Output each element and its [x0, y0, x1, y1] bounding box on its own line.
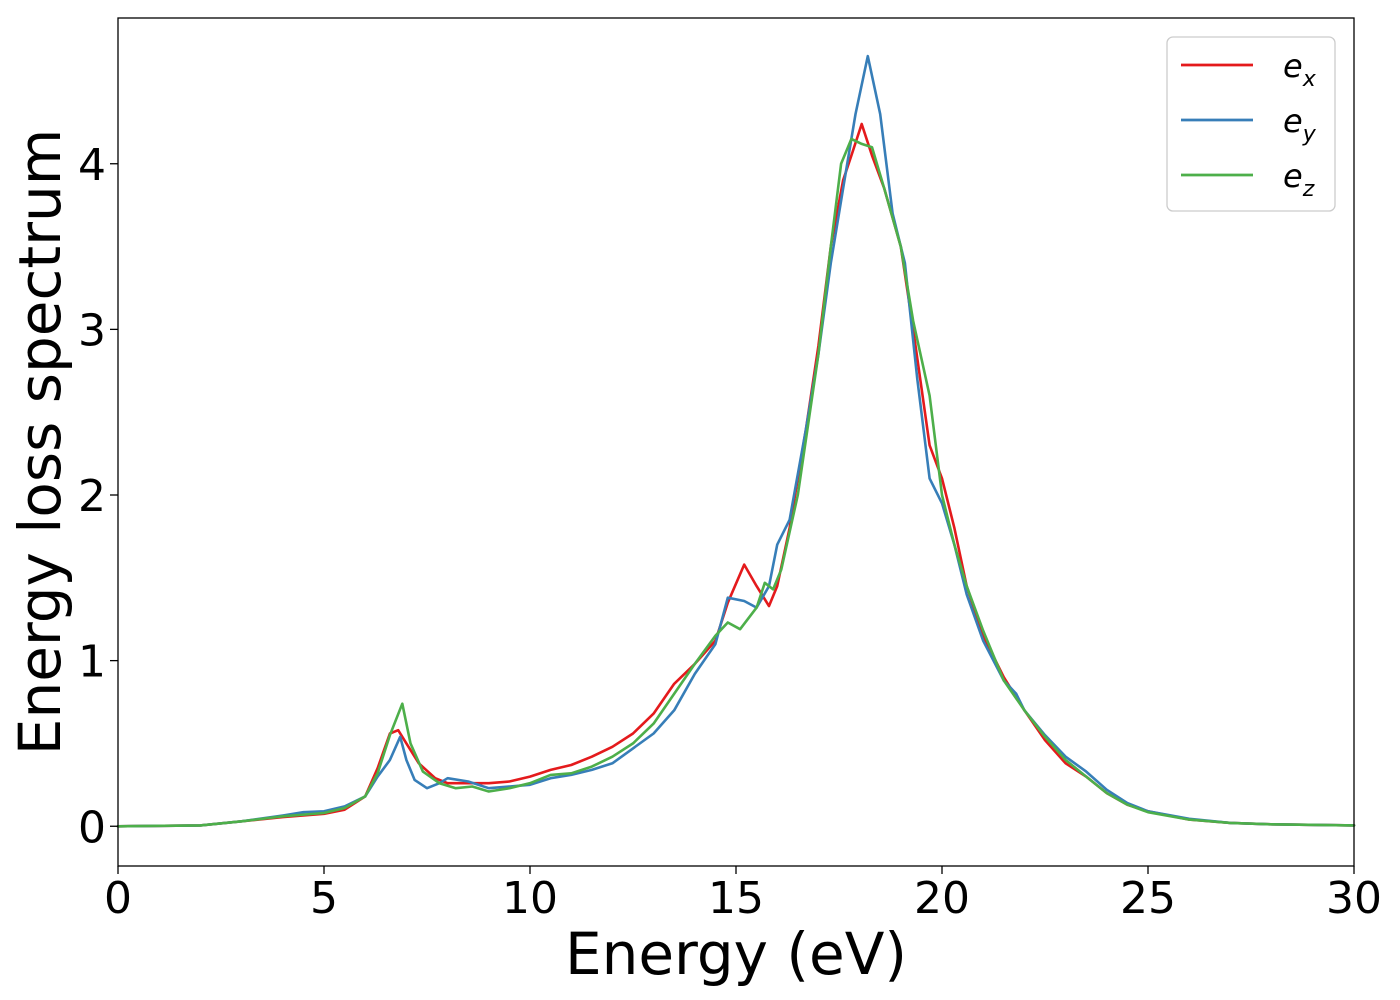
y-tick-label: 0 — [78, 802, 106, 853]
y-axis-label: Energy loss spectrum — [6, 129, 74, 755]
x-tick-label: 25 — [1120, 873, 1176, 924]
x-axis-label: Energy (eV) — [565, 920, 907, 988]
legend-label-y: ey — [1283, 102, 1317, 147]
x-tick-label: 30 — [1326, 873, 1382, 924]
legend-label-z: ez — [1283, 157, 1315, 202]
x-tick-label: 5 — [310, 873, 338, 924]
legend: ex ey ez — [1166, 36, 1336, 212]
x-tick-label: 10 — [502, 873, 558, 924]
legend-box — [1166, 36, 1336, 212]
x-tick-label: 15 — [708, 873, 764, 924]
y-tick-label: 2 — [78, 471, 106, 522]
y-tick-label: 3 — [78, 305, 106, 356]
series-group — [116, 54, 1356, 828]
legend-label-x: ex — [1283, 47, 1317, 92]
y-tick-label: 1 — [78, 637, 106, 688]
x-tick-label: 0 — [104, 873, 132, 924]
x-axis: 0 5 10 15 20 25 30 — [104, 866, 1382, 924]
y-axis: 0 1 2 3 4 — [78, 140, 118, 853]
y-tick-label: 4 — [78, 140, 106, 191]
series-line-x — [116, 122, 1356, 828]
x-tick-label: 20 — [914, 873, 970, 924]
series-line-z — [116, 137, 1356, 828]
